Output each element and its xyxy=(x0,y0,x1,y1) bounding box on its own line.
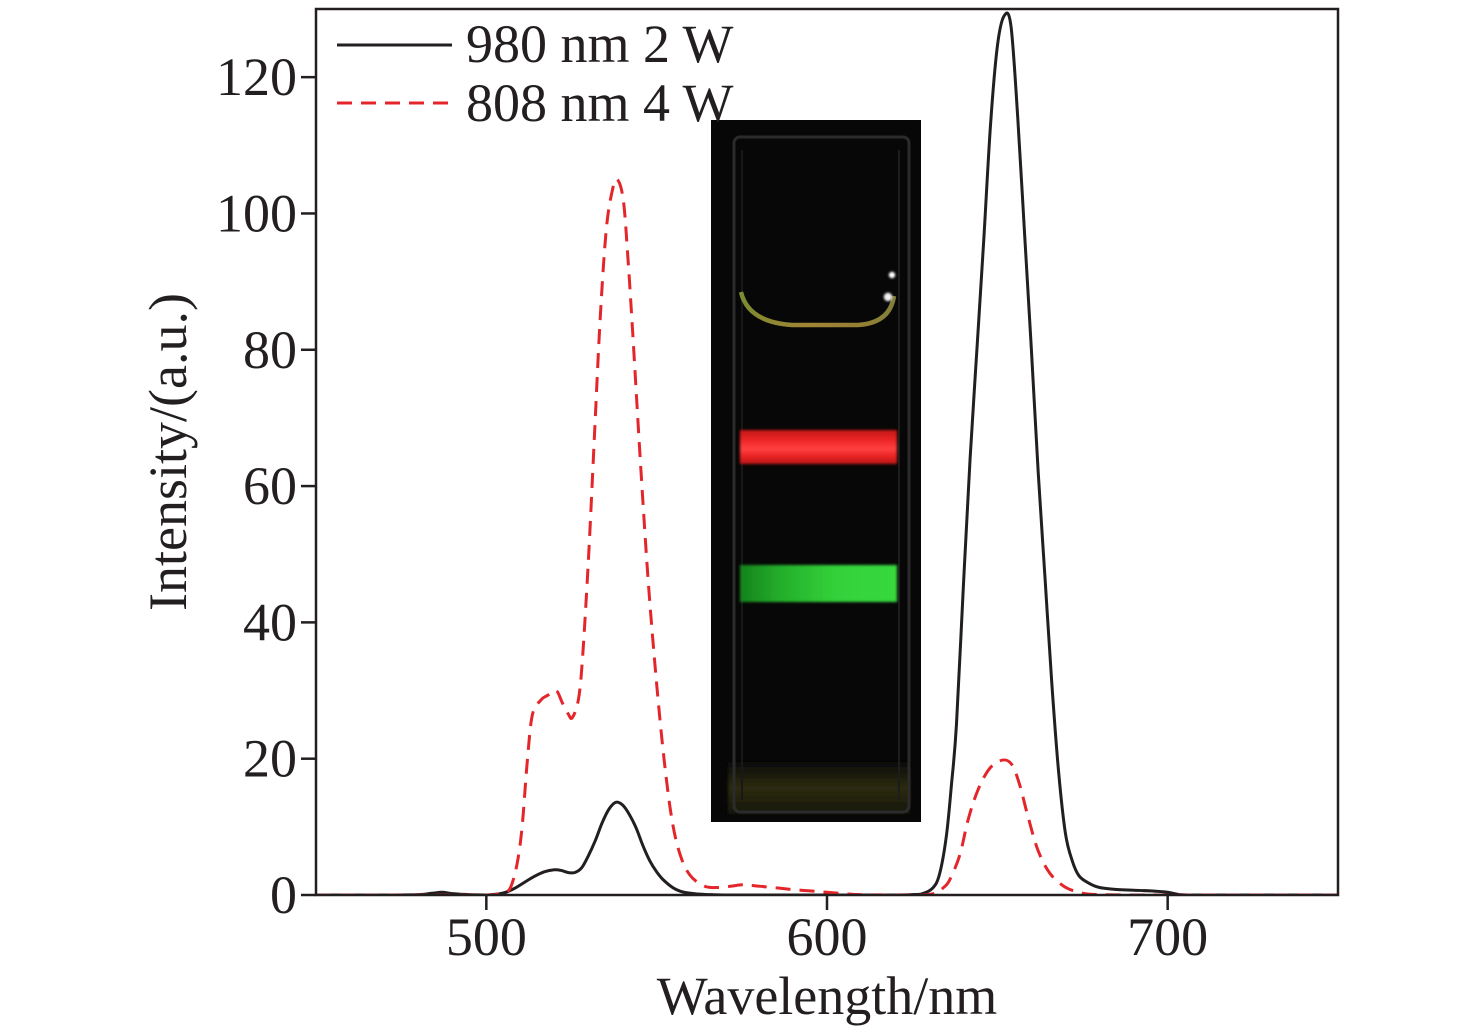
x-axis-label: Wavelength/nm xyxy=(657,966,998,1026)
y-tick-label-120: 120 xyxy=(216,47,297,107)
red-emission-band xyxy=(740,430,897,464)
y-tick-label-80: 80 xyxy=(243,320,297,380)
reflection-dot-lower xyxy=(883,292,893,302)
cuvette-outline xyxy=(732,135,911,814)
reflection-dot-upper xyxy=(888,271,896,279)
meniscus xyxy=(738,291,897,328)
series-line-808-nm-4-w xyxy=(316,177,1338,895)
cuvette-bottom-glow xyxy=(728,762,910,814)
inset-photo xyxy=(711,120,921,822)
y-tick-label-20: 20 xyxy=(243,729,297,789)
y-axis-label: Intensity/(a.u.) xyxy=(138,293,198,611)
x-tick-label-700: 700 xyxy=(1127,907,1208,967)
x-tick-label-600: 600 xyxy=(787,907,868,967)
x-tick-label-500: 500 xyxy=(446,907,527,967)
legend-label-980-nm-2-w: 980 nm 2 W xyxy=(466,14,734,74)
y-tick-label-40: 40 xyxy=(243,592,297,652)
legend-entry-808-nm-4-w: 808 nm 4 W xyxy=(337,73,734,133)
legend-entry-980-nm-2-w: 980 nm 2 W xyxy=(337,14,734,74)
y-tick-label-60: 60 xyxy=(243,456,297,516)
y-tick-label-0: 0 xyxy=(270,865,297,925)
y-tick-label-100: 100 xyxy=(216,183,297,243)
inset-background xyxy=(711,120,921,822)
legend-label-808-nm-4-w: 808 nm 4 W xyxy=(466,73,734,133)
green-emission-band xyxy=(740,565,897,602)
legend: 980 nm 2 W 808 nm 4 W xyxy=(337,14,734,133)
tick-layer: 0 20 40 60 80 100 120 500 600 700 xyxy=(216,47,1208,967)
